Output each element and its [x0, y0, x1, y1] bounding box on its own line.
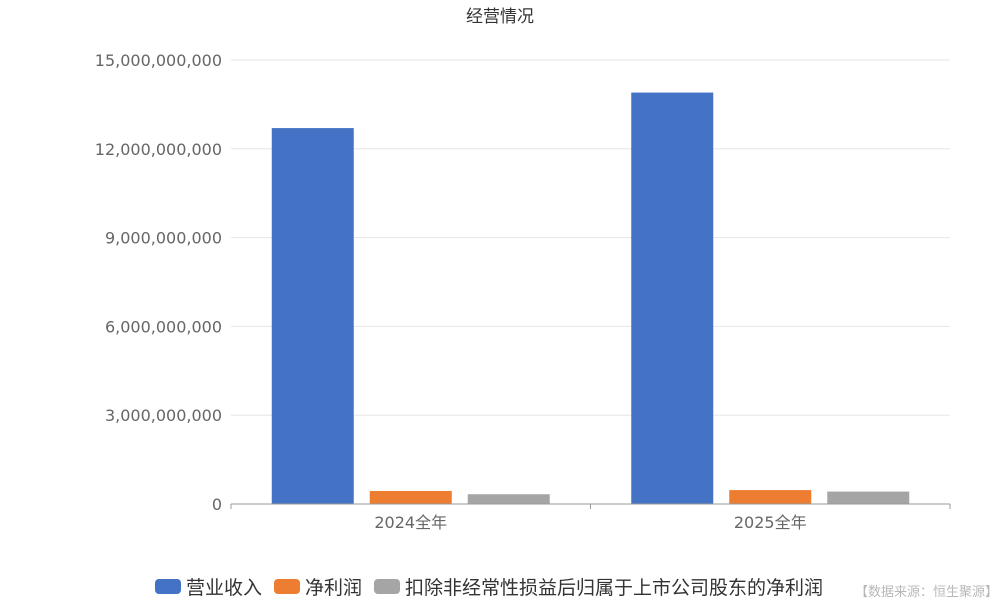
legend-item-revenue[interactable]: 营业收入	[155, 574, 263, 599]
legend-label-net-profit: 净利润	[305, 576, 363, 599]
bar-revenue-0[interactable]	[271, 128, 354, 504]
bars	[271, 92, 910, 504]
legend-label-adjusted-net-profit: 扣除非经常性损益后归属于上市公司股东的净利润	[405, 576, 824, 599]
x-axis	[230, 503, 951, 509]
data-source-note: 【数据来源：恒生聚源】	[854, 585, 998, 600]
y-tick-label: 3,000,000,000	[105, 406, 222, 425]
legend-swatch-net-profit	[274, 578, 300, 594]
y-tick-label: 12,000,000,000	[95, 140, 222, 159]
bar-adjusted-net-profit-1[interactable]	[827, 491, 910, 504]
legend-item-net-profit[interactable]: 净利润	[274, 574, 363, 599]
bar-net-profit-1[interactable]	[729, 490, 812, 504]
x-axis-tick-labels: 2024全年 2025全年	[374, 513, 806, 532]
legend-item-adjusted-net-profit[interactable]: 扣除非经常性损益后归属于上市公司股东的净利润	[374, 574, 824, 599]
bar-adjusted-net-profit-0[interactable]	[467, 494, 550, 504]
chart-title: 经营情况	[466, 7, 534, 27]
legend: 营业收入 净利润 扣除非经常性损益后归属于上市公司股东的净利润	[0, 574, 1000, 599]
x-tick-label: 2024全年	[374, 513, 447, 532]
x-tick-label: 2025全年	[734, 513, 807, 532]
legend-swatch-revenue	[155, 578, 181, 594]
y-tick-label: 15,000,000,000	[95, 51, 222, 70]
y-tick-label: 6,000,000,000	[105, 317, 222, 336]
bar-revenue-1[interactable]	[631, 92, 714, 504]
legend-label-revenue: 营业收入	[186, 576, 263, 599]
y-axis-tick-labels: 0 3,000,000,000 6,000,000,000 9,000,000,000…	[95, 51, 222, 514]
legend-swatch-adjusted-net-profit	[374, 578, 400, 594]
y-tick-label: 9,000,000,000	[105, 229, 222, 248]
y-tick-label: 0	[212, 495, 222, 514]
bar-net-profit-0[interactable]	[369, 490, 452, 504]
